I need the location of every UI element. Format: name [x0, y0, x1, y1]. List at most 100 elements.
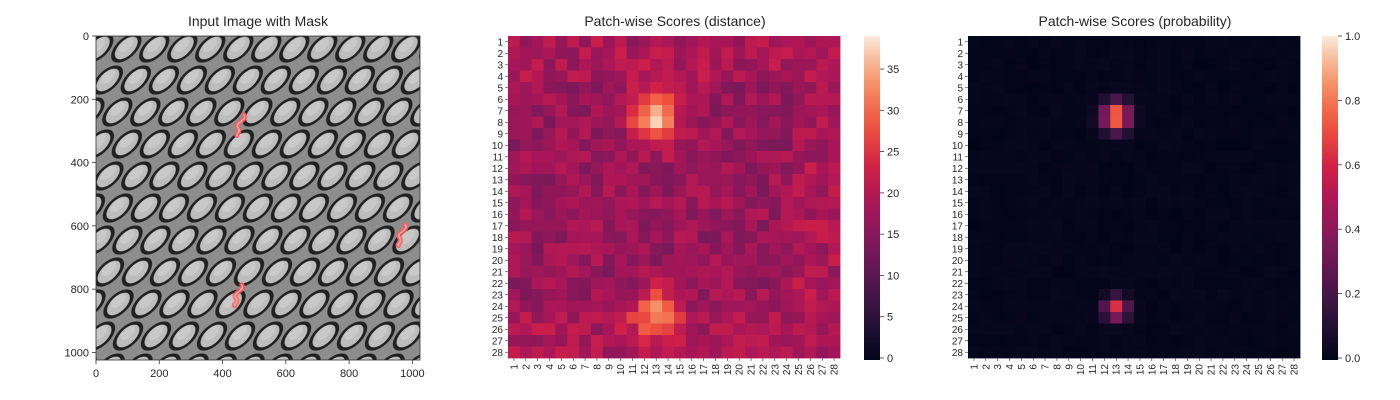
- heatmap-cell: [768, 346, 782, 359]
- heatmap-cell: [1145, 162, 1159, 175]
- heatmap-cell: [709, 254, 722, 267]
- heatmap-cell: [1051, 151, 1064, 163]
- heatmap-cell: [1276, 289, 1289, 301]
- heatmap-cell: [1074, 116, 1087, 129]
- heatmap-cell: [1252, 220, 1265, 232]
- heatmap-cell: [579, 82, 592, 94]
- heatmap-cell: [508, 323, 521, 336]
- heatmap-cell: [792, 36, 805, 48]
- heatmap-cell: [1051, 93, 1064, 106]
- heatmap-cell: [1110, 231, 1123, 244]
- heatmap-cell: [768, 243, 782, 255]
- heatmap-cell: [1157, 59, 1170, 71]
- heatmap-cell: [1276, 266, 1289, 278]
- col-label: 11: [628, 364, 639, 375]
- heatmap-cell: [991, 93, 1004, 106]
- heatmap-cell: [1051, 346, 1064, 359]
- heatmap-cell: [1039, 105, 1052, 117]
- heatmap-cell: [567, 162, 580, 175]
- heatmap-cell: [991, 105, 1004, 117]
- heatmap-cell: [1205, 300, 1218, 313]
- heatmap-cell: [816, 105, 829, 117]
- heatmap-cell: [757, 47, 770, 60]
- heatmap-cell: [804, 151, 817, 163]
- heatmap-cell: [1003, 346, 1016, 359]
- heatmap-cell: [1228, 151, 1242, 163]
- heatmap-cell: [709, 300, 722, 313]
- heatmap-cell: [555, 208, 568, 221]
- heatmap-cell: [1252, 185, 1265, 198]
- heatmap-cell: [1015, 208, 1028, 221]
- heatmap-cell: [638, 277, 651, 290]
- heatmap-cell: [1169, 151, 1182, 163]
- heatmap-cell: [543, 277, 556, 290]
- col-label: 7: [1041, 364, 1052, 370]
- heatmap-cell: [1039, 151, 1052, 163]
- heatmap-cell: [626, 312, 639, 324]
- heatmap-cell: [685, 243, 699, 255]
- heatmap-cell: [828, 105, 841, 117]
- heatmap-cell: [555, 312, 568, 324]
- heatmap-cell: [543, 185, 556, 198]
- heatmap-cell: [1134, 197, 1147, 209]
- heatmap-cell: [979, 162, 993, 175]
- heatmap-cell: [733, 59, 746, 71]
- heatmap-cell: [1276, 277, 1289, 290]
- heatmap-cell: [792, 335, 805, 347]
- heatmap-cell: [614, 128, 627, 140]
- heatmap-cell: [733, 323, 746, 336]
- heatmap-cell: [1157, 254, 1170, 267]
- heatmap-cell: [1074, 139, 1087, 152]
- heatmap-cell: [721, 208, 734, 221]
- heatmap-cell: [1062, 105, 1076, 117]
- heatmap-cell: [519, 243, 533, 255]
- heatmap-cell: [792, 323, 805, 336]
- heatmap-cell: [1205, 220, 1218, 232]
- row-label: 13: [492, 175, 504, 186]
- heatmap-cell: [579, 139, 592, 152]
- heatmap-cell: [1062, 151, 1076, 163]
- heatmap-cell: [555, 289, 568, 301]
- heatmap-cell: [1157, 197, 1170, 209]
- heatmap-cell: [626, 335, 639, 347]
- heatmap-cell: [828, 116, 841, 129]
- heatmap-cell: [543, 151, 556, 163]
- col-label: 24: [782, 364, 793, 376]
- heatmap-cell: [1169, 243, 1182, 255]
- heatmap-cell: [685, 208, 699, 221]
- heatmap-cell: [614, 162, 627, 175]
- heatmap-cell: [1145, 243, 1159, 255]
- heatmap-cell: [531, 208, 544, 221]
- heatmap-cell: [1205, 47, 1218, 60]
- heatmap-cell: [1288, 47, 1301, 60]
- heatmap-cell: [567, 323, 580, 336]
- y-tick-label: 0: [83, 31, 89, 43]
- heatmap-cell: [614, 47, 627, 60]
- heatmap-cell: [1193, 277, 1206, 290]
- heatmap-cell: [1134, 116, 1147, 129]
- colorbar-tick-label: 0.0: [1345, 353, 1360, 365]
- heatmap-cell: [1122, 277, 1135, 290]
- heatmap-cell: [662, 82, 675, 94]
- row-label: 23: [952, 290, 964, 301]
- heatmap-cell: [555, 277, 568, 290]
- heatmap-cell: [579, 231, 592, 244]
- heatmap-cell: [674, 231, 687, 244]
- heatmap-cell: [685, 151, 699, 163]
- heatmap-cell: [1169, 208, 1182, 221]
- heatmap-cell: [1145, 289, 1159, 301]
- heatmap-cell: [979, 36, 993, 48]
- heatmap-cell: [1134, 93, 1147, 106]
- heatmap-cell: [555, 105, 568, 117]
- heatmap-cell: [1003, 82, 1016, 94]
- heatmap-cell: [567, 197, 580, 209]
- heatmap-cell: [721, 139, 734, 152]
- col-label: 6: [1029, 364, 1040, 370]
- heatmap-cell: [1110, 300, 1123, 313]
- heatmap-cell: [721, 220, 734, 232]
- heatmap-cell: [979, 231, 993, 244]
- heatmap-cell: [579, 36, 592, 48]
- heatmap-cell: [1169, 231, 1182, 244]
- heatmap-cell: [650, 220, 663, 232]
- heatmap-cell: [1240, 36, 1253, 48]
